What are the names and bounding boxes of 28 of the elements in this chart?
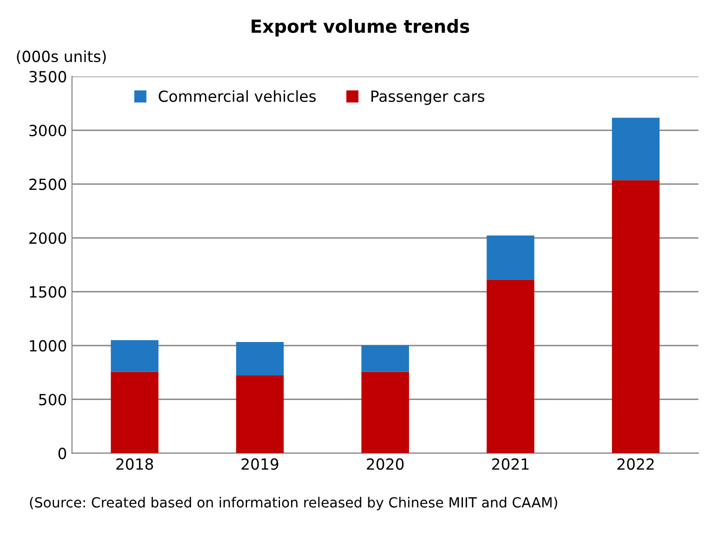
y-axis-title: (000s units) <box>16 50 106 64</box>
bar <box>361 372 410 454</box>
bar <box>236 342 284 376</box>
bar <box>236 375 284 454</box>
bar <box>486 236 534 280</box>
x-tick-label: 2018 <box>116 458 154 470</box>
legend-label: Commercial vehicles <box>158 90 316 102</box>
bar <box>612 180 660 454</box>
x-tick-label: 2022 <box>617 458 654 470</box>
bar <box>612 118 660 180</box>
bar <box>361 345 410 372</box>
bar <box>110 372 158 454</box>
y-tick-label: 2000 <box>29 232 66 244</box>
y-tick-label: 500 <box>39 394 66 406</box>
bar <box>486 280 534 454</box>
bar <box>110 340 158 372</box>
y-tick-label: 3000 <box>29 124 66 136</box>
x-tick-label: 2020 <box>366 458 404 470</box>
y-tick-label: 1500 <box>30 286 66 298</box>
y-tick-label: 1000 <box>30 340 66 352</box>
y-tick-label: 2500 <box>29 178 66 190</box>
text: (Source: Created based on information released by Chinese MIIT and CAAM) <box>30 496 558 510</box>
chart-title: Export volume trends <box>252 19 470 37</box>
x-tick-label: 2019 <box>242 458 278 470</box>
y-tick-label: 0 <box>58 448 66 460</box>
x-tick-label: 2021 <box>492 458 529 470</box>
legend-label: Passenger cars <box>371 90 484 105</box>
y-tick-label: 3500 <box>29 70 66 82</box>
